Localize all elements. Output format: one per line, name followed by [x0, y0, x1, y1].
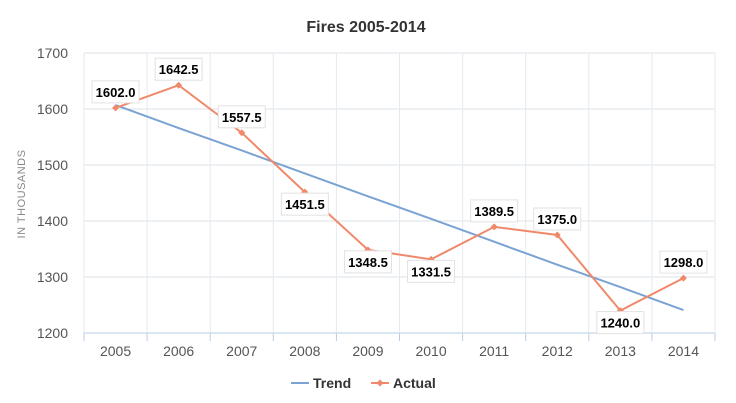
- data-label: 1375.0: [533, 207, 582, 231]
- data-label-box: [280, 192, 329, 216]
- x-tick-label: 2011: [479, 343, 509, 359]
- chart-title: Fires 2005-2014: [306, 19, 425, 36]
- data-label: 1642.5: [154, 57, 203, 81]
- series-line-trend: [115, 104, 684, 311]
- y-tick-label: 1300: [37, 269, 68, 285]
- data-label: 1240.0: [596, 311, 645, 335]
- x-tick-label: 2009: [352, 343, 383, 359]
- data-label-text: 1348.5: [348, 255, 388, 270]
- legend[interactable]: Trend Actual: [291, 375, 436, 391]
- legend-item-trend[interactable]: Trend: [291, 375, 351, 391]
- data-label: 1298.0: [659, 250, 708, 274]
- x-tick-label: 2006: [163, 343, 194, 359]
- y-tick-label: 1500: [37, 157, 68, 173]
- y-axis-label: IN THOUSANDS: [16, 150, 28, 239]
- data-label-box: [659, 250, 708, 274]
- x-tick-label: 2005: [100, 343, 131, 359]
- data-label-box: [217, 105, 266, 129]
- data-label: 1348.5: [343, 250, 392, 274]
- x-tick-label: 2012: [542, 343, 573, 359]
- data-label-text: 1331.5: [411, 264, 451, 279]
- data-label: 1557.5: [217, 105, 266, 129]
- legend-marker: [376, 379, 384, 387]
- x-axis: 2005 2006 2007 2008 2009 2010 2011 2012 2013 2014: [83, 333, 716, 359]
- data-labels: 1602.0 1642.5 1557.5 1451.5 1348.5 1331.5 1389…: [91, 57, 708, 335]
- data-label-text: 1602.0: [96, 85, 136, 100]
- data-label: 1451.5: [280, 192, 329, 216]
- y-axis: 1200 1300 1400 1500 1600 1700: [37, 45, 68, 341]
- data-point[interactable]: [490, 223, 498, 231]
- data-label-box: [533, 207, 582, 231]
- legend-label: Trend: [313, 375, 351, 391]
- data-label-text: 1240.0: [600, 316, 640, 331]
- data-label-text: 1451.5: [285, 197, 325, 212]
- data-label-box: [470, 199, 519, 223]
- x-tick-label: 2013: [605, 343, 636, 359]
- x-tick-label: 2014: [668, 343, 699, 359]
- data-point[interactable]: [238, 129, 246, 137]
- data-label-text: 1389.5: [474, 204, 514, 219]
- y-tick-label: 1600: [37, 101, 68, 117]
- series-line-actual: [115, 84, 684, 312]
- data-label-text: 1642.5: [159, 62, 199, 77]
- x-tick-label: 2010: [415, 343, 446, 359]
- data-point[interactable]: [679, 274, 687, 282]
- data-label-box: [596, 311, 645, 335]
- data-label: 1602.0: [91, 80, 140, 104]
- data-label-box: [91, 80, 140, 104]
- data-point[interactable]: [175, 81, 183, 89]
- legend-label: Actual: [393, 375, 436, 391]
- data-label: 1389.5: [470, 199, 519, 223]
- data-label-box: [407, 259, 456, 283]
- y-tick-label: 1400: [37, 213, 68, 229]
- data-label-text: 1298.0: [664, 255, 704, 270]
- data-label-text: 1557.5: [222, 110, 262, 125]
- y-tick-label: 1200: [37, 325, 68, 341]
- data-label-text: 1375.0: [537, 212, 577, 227]
- data-label-box: [343, 250, 392, 274]
- grid: [83, 52, 716, 334]
- x-tick-label: 2007: [226, 343, 257, 359]
- legend-item-actual[interactable]: Actual: [371, 375, 436, 391]
- data-label: 1331.5: [407, 259, 456, 283]
- data-label-box: [154, 57, 203, 81]
- x-tick-label: 2008: [289, 343, 320, 359]
- y-tick-label: 1700: [37, 45, 68, 61]
- data-point[interactable]: [553, 231, 561, 239]
- data-point[interactable]: [112, 104, 120, 112]
